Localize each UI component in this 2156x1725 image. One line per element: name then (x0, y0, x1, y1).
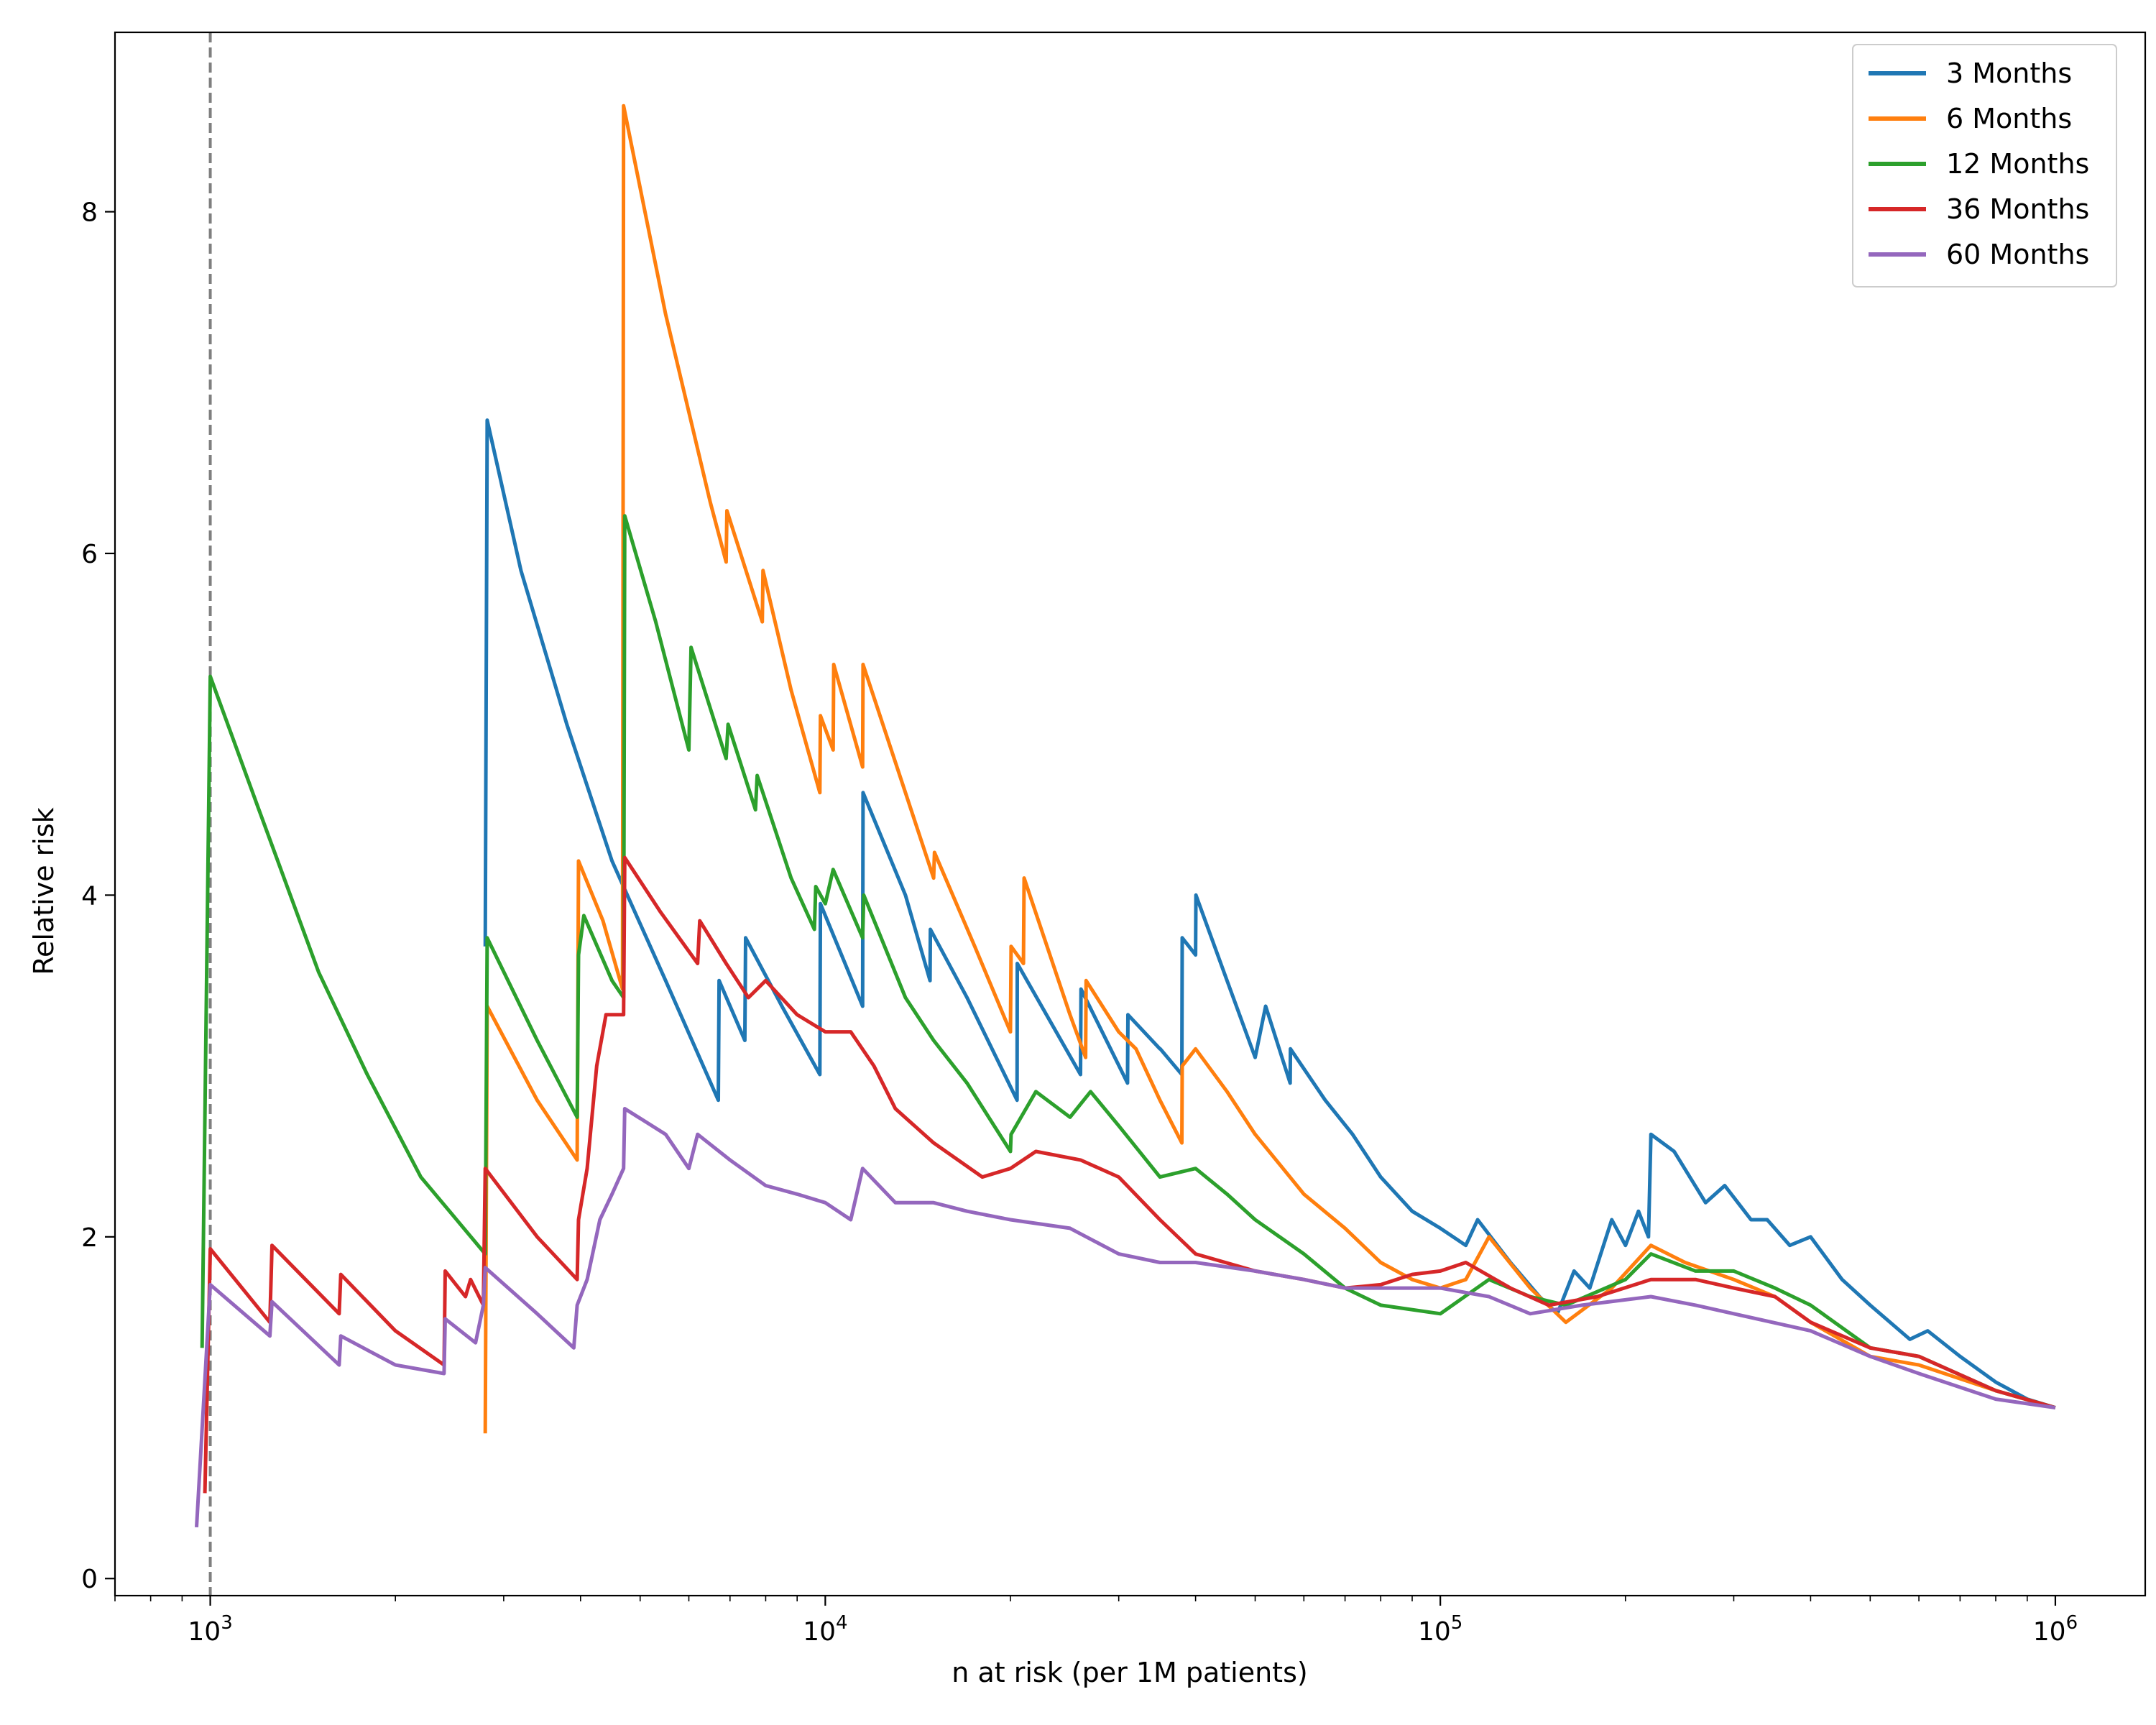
y-tick-label: 0 (81, 1565, 98, 1594)
x-axis: 103 104 105 106 (114, 1596, 2078, 1647)
x-axis-label: n at risk (per 1M patients) (952, 1657, 1307, 1688)
legend-label-5: 60 Months (1946, 239, 2089, 270)
legend-label-2: 6 Months (1946, 103, 2072, 134)
legend: 3 Months 6 Months 12 Months 36 Months 60 Mon… (1852, 44, 2117, 288)
legend-label-1: 3 Months (1946, 58, 2072, 89)
plot-area (114, 31, 2147, 1597)
y-tick-label: 2 (81, 1223, 98, 1253)
y-tick-label: 4 (81, 881, 98, 911)
legend-box (1852, 44, 2117, 288)
plot-frame (114, 31, 2147, 1597)
series-line-3 (200, 514, 2056, 1409)
x-tick-label: 103 (188, 1612, 232, 1647)
x-tick-label: 106 (2033, 1612, 2078, 1647)
x-tick-label: 104 (803, 1612, 847, 1647)
series-line-2 (483, 104, 2056, 1434)
y-tick-label: 6 (81, 540, 98, 569)
y-axis-label: Relative risk (28, 807, 60, 975)
series-line-1 (483, 418, 2056, 1409)
series-line-4 (203, 855, 2056, 1494)
x-tick-label: 105 (1418, 1612, 1462, 1647)
series-layer (195, 104, 2056, 1528)
legend-label-3: 12 Months (1946, 148, 2089, 180)
legend-label-4: 36 Months (1946, 193, 2089, 225)
series-line-5 (195, 1107, 2056, 1528)
y-tick-label: 8 (81, 198, 98, 228)
y-axis: 0 2 4 6 8 (81, 198, 115, 1594)
